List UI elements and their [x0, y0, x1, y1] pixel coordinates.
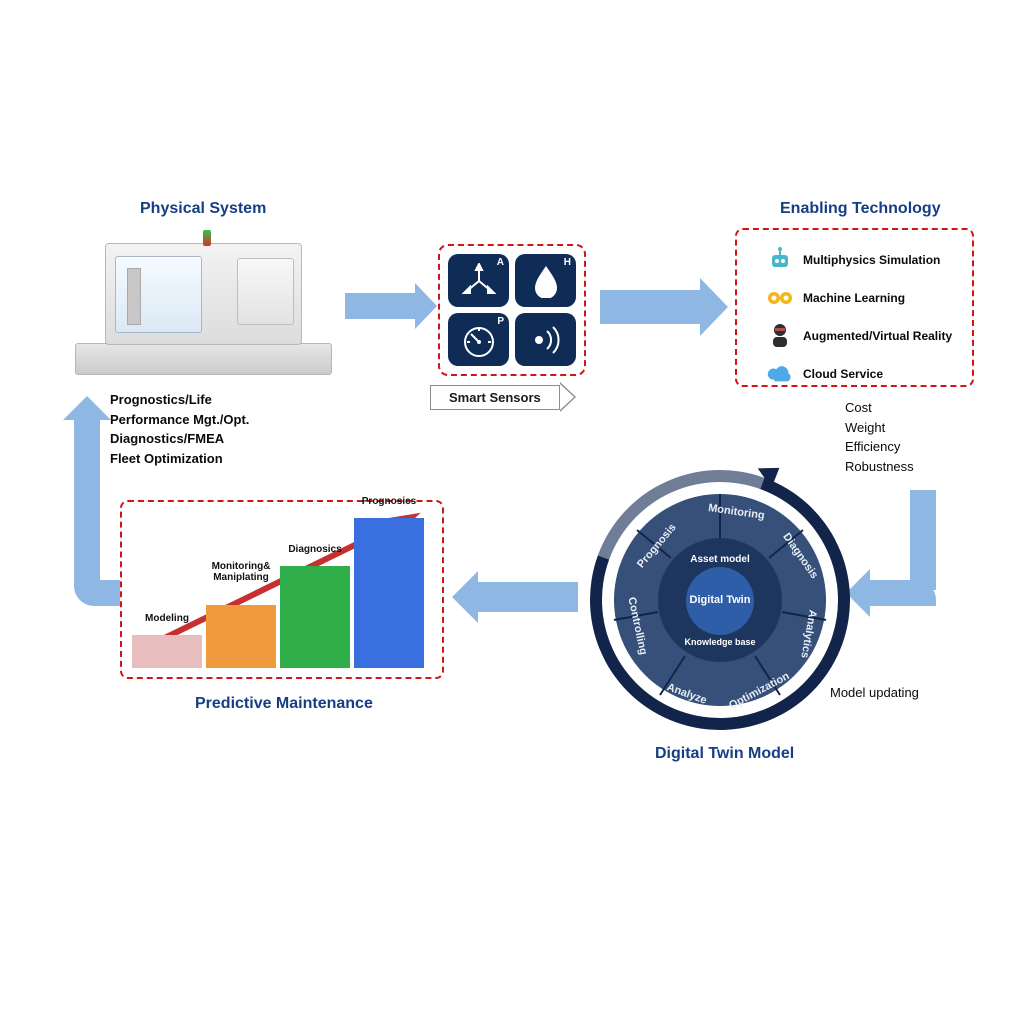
flow-arrow: [345, 293, 415, 319]
flow-arrow-head: [452, 571, 478, 623]
sensor-humidity-icon: H: [515, 254, 576, 307]
sensor-axes-icon: A: [448, 254, 509, 307]
flow-arrow: [910, 490, 936, 590]
chart-bar: [354, 518, 424, 668]
cloud-icon: [767, 361, 793, 387]
sensor-signal-icon: [515, 313, 576, 366]
robot-icon: [767, 247, 793, 273]
tech-item: Machine Learning: [767, 285, 957, 311]
output-item: Fleet Optimization: [110, 449, 249, 469]
maturity-bar-chart: Modeling Monitoring& Maniplating Diagnosic…: [130, 510, 430, 670]
chart-bar-label: Prognosics: [354, 496, 424, 507]
predictive-maintenance-title: Predictive Maintenance: [195, 695, 373, 713]
goggles-icon: [767, 285, 793, 311]
flow-arrow: [74, 580, 120, 606]
chart-bar-label: Monitoring& Maniplating: [206, 561, 276, 583]
flow-arrow-head: [63, 396, 111, 420]
flow-arrow-head: [415, 283, 437, 329]
output-item: Performance Mgt./Opt.: [110, 410, 249, 430]
tech-item: Augmented/Virtual Reality: [767, 323, 957, 349]
tech-item: Multiphysics Simulation: [767, 247, 957, 273]
output-item: Prognostics/Life: [110, 390, 249, 410]
digital-twin-wheel: Asset model Digital Twin Knowledge base …: [590, 470, 850, 730]
sensor-pressure-icon: P: [448, 313, 509, 366]
head-icon: [767, 323, 793, 349]
physical-system-graphic: [75, 230, 330, 375]
chart-bar: [132, 635, 202, 668]
flow-arrow: [74, 420, 100, 600]
smart-sensors-box: A H P: [438, 244, 586, 376]
chart-bar-label: Diagnosics: [280, 544, 350, 555]
chart-bar: [280, 566, 350, 668]
output-item: Diagnostics/FMEA: [110, 429, 249, 449]
flow-arrow: [478, 582, 578, 612]
physical-system-outputs: Prognostics/Life Performance Mgt./Opt. D…: [110, 390, 249, 468]
digital-twin-title: Digital Twin Model: [655, 745, 794, 763]
tech-item: Cloud Service: [767, 361, 957, 387]
chart-bar-label: Modeling: [132, 613, 202, 624]
enabling-technology-title: Enabling Technology: [780, 200, 941, 218]
criteria-list: Cost Weight Efficiency Robustness: [845, 398, 914, 476]
smart-sensors-label: Smart Sensors: [430, 382, 605, 412]
enabling-technology-list: Multiphysics Simulation Machine Learning…: [767, 247, 957, 399]
flow-arrow-head: [700, 278, 728, 336]
flow-arrow: [870, 580, 936, 606]
chart-bar: [206, 605, 276, 668]
physical-system-title: Physical System: [140, 200, 266, 218]
flow-arrow: [600, 290, 700, 324]
